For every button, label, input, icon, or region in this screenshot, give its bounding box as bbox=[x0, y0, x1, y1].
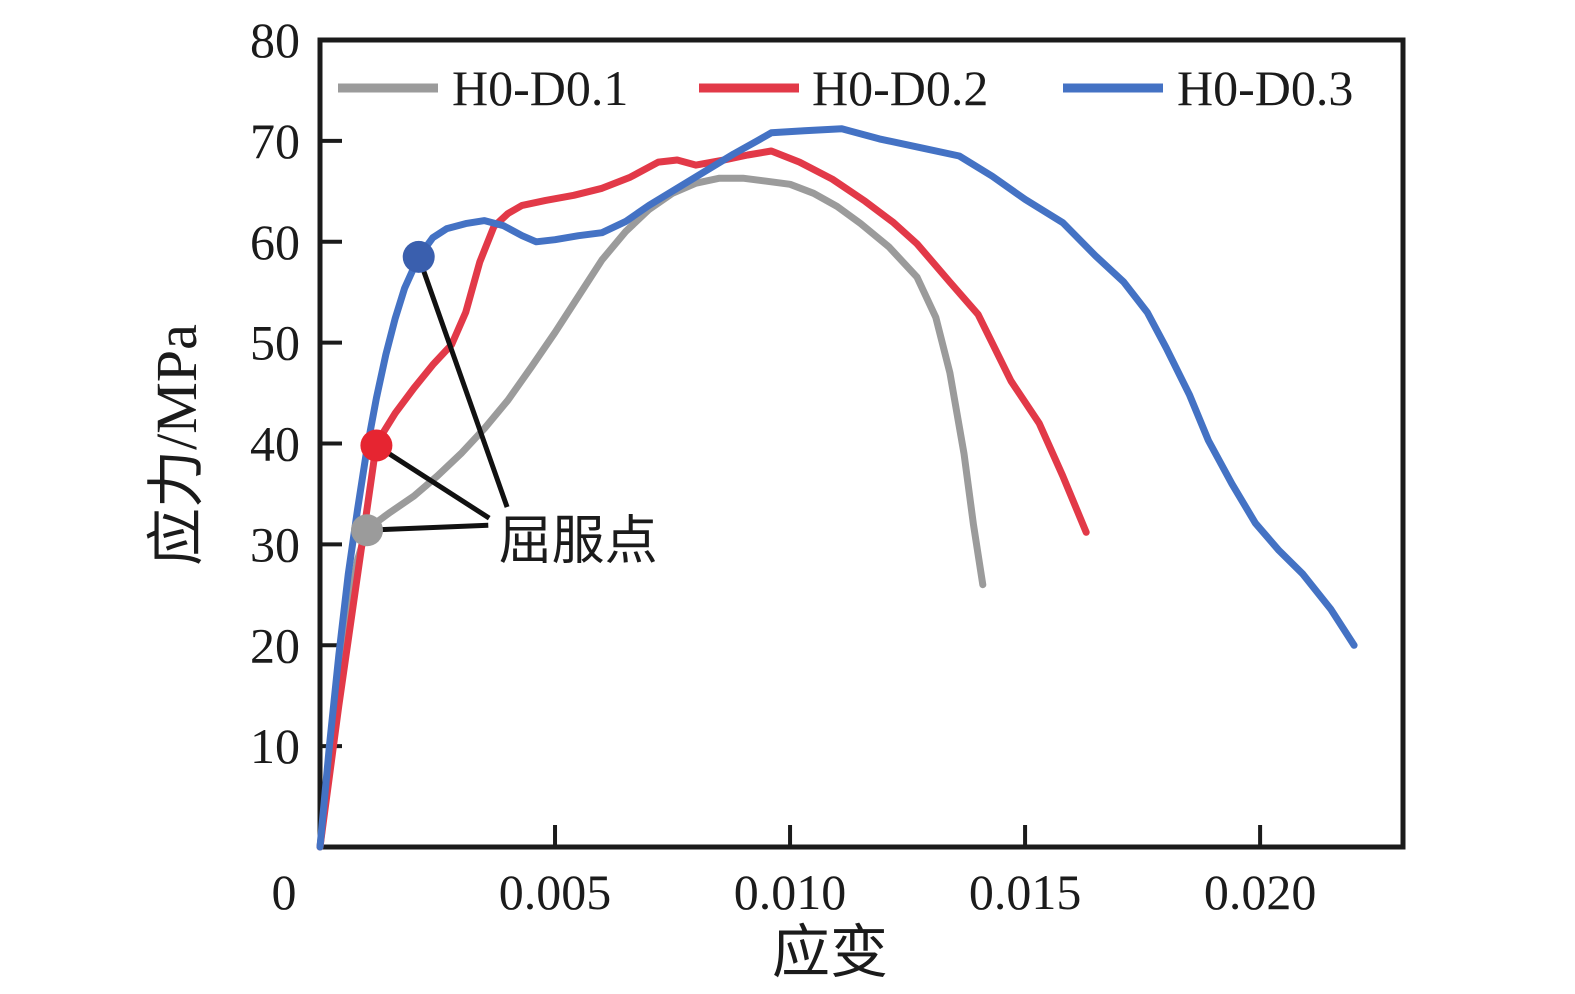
yield-annotation-line-2 bbox=[375, 443, 491, 521]
yield-annotation-line-3 bbox=[366, 522, 489, 533]
y-tick-label-20: 20 bbox=[250, 617, 300, 673]
yield-annotation-line-1 bbox=[416, 256, 510, 508]
y-tick-label-40: 40 bbox=[250, 416, 300, 472]
y-tick-label-80: 80 bbox=[250, 12, 300, 68]
x-tick-label-0.015: 0.015 bbox=[969, 864, 1082, 920]
x-tick-label-0: 0 bbox=[272, 864, 297, 920]
yield-point-annotation: 屈服点 bbox=[499, 512, 658, 570]
x-tick-label-0.020: 0.020 bbox=[1204, 864, 1317, 920]
y-tick-label-60: 60 bbox=[250, 214, 300, 270]
x-tick-label-0.010: 0.010 bbox=[734, 864, 847, 920]
y-tick-label-10: 10 bbox=[250, 718, 300, 774]
x-axis-label: 应变 bbox=[772, 920, 888, 985]
y-tick-label-50: 50 bbox=[250, 315, 300, 371]
plot-area: 10 20 30 40 50 60 70 80 0 0.005 0.010 0.015 0.020 屈服点… bbox=[250, 12, 1406, 920]
y-tick-label-30: 30 bbox=[250, 516, 300, 572]
legend-label-h0-d0.2: H0-D0.2 bbox=[812, 60, 988, 116]
series-line-h0-d0.3 bbox=[316, 125, 1358, 851]
legend-label-h0-d0.1: H0-D0.1 bbox=[452, 60, 628, 116]
yield-dot-h0-d0.3 bbox=[402, 240, 435, 273]
y-axis-label: 应力/MPa bbox=[144, 324, 209, 566]
y-tick-label-70: 70 bbox=[250, 113, 300, 169]
yield-dot-h0-d0.2 bbox=[360, 429, 393, 462]
x-tick-label-0.005: 0.005 bbox=[499, 864, 612, 920]
yield-dot-h0-d0.1 bbox=[351, 514, 384, 547]
legend-label-h0-d0.3: H0-D0.3 bbox=[1177, 60, 1353, 116]
